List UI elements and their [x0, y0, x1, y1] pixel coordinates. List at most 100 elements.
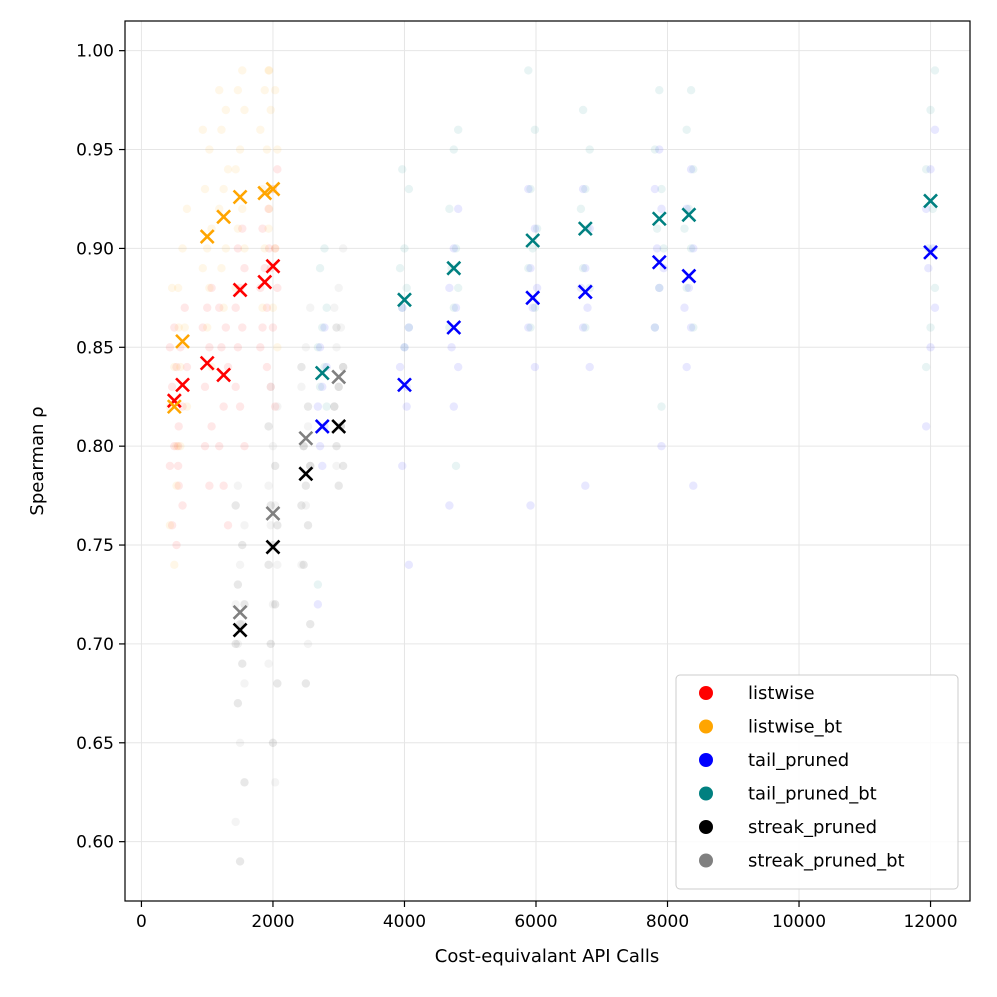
listwise_bt-sample-point: [217, 125, 226, 134]
y-tick-label: 0.85: [76, 338, 114, 358]
tail_pruned-sample-point: [313, 600, 323, 609]
tail_pruned-sample-point: [398, 461, 407, 471]
tail_pruned_bt-sample-point: [652, 224, 662, 233]
streak_pruned-legend-label: streak_pruned: [748, 817, 877, 838]
legend-box: [675, 674, 959, 890]
tail_pruned-sample-point: [652, 244, 662, 253]
tail_pruned-sample-point: [445, 283, 454, 293]
streak_pruned_bt-sample-point: [336, 323, 346, 332]
listwise_bt-sample-point: [182, 204, 192, 214]
listwise_bt-sample-point: [170, 362, 179, 372]
tail_pruned_bt-sample-point: [655, 283, 664, 293]
tail_pruned_bt-sample-point: [585, 145, 594, 154]
streak_pruned-sample-point: [299, 560, 308, 570]
tail_pruned-sample-point: [453, 204, 463, 214]
streak_pruned-sample-point: [334, 382, 343, 392]
listwise-sample-point: [240, 441, 249, 451]
tail_pruned-sample-point: [689, 481, 698, 490]
tail_pruned_bt-sample-point: [398, 165, 407, 174]
streak_pruned_bt-sample-point: [334, 283, 343, 293]
tail_pruned_bt-sample-point: [576, 204, 586, 214]
listwise-sample-point: [215, 441, 224, 451]
listwise-mean-marker: [257, 274, 273, 290]
streak_pruned_bt-sample-point: [268, 600, 278, 609]
listwise_bt-sample-point: [205, 283, 214, 293]
tail_pruned-sample-point: [926, 343, 935, 352]
streak_pruned-sample-point: [238, 659, 247, 668]
tail_pruned_bt-mean-marker: [397, 292, 412, 308]
tail_pruned_bt-sample-point: [682, 125, 691, 134]
listwise-sample-point: [270, 244, 280, 253]
listwise-sample-point: [219, 481, 228, 490]
tail_pruned-sample-point: [921, 422, 931, 431]
listwise_bt-legend-marker: [699, 719, 713, 734]
listwise-sample-point: [167, 521, 177, 530]
tail_pruned-sample-point: [449, 244, 458, 253]
listwise-mean-marker: [216, 367, 232, 383]
tail_pruned_bt-sample-point: [404, 184, 414, 194]
listwise_bt-sample-point: [182, 402, 192, 411]
tail_pruned-sample-point: [404, 323, 414, 332]
tail_pruned_bt-sample-point: [926, 323, 935, 332]
listwise-sample-point: [200, 382, 210, 392]
tail_pruned_bt-sample-point: [400, 343, 409, 352]
tail_pruned-mean-marker: [525, 290, 541, 306]
streak_pruned-sample-point: [231, 639, 240, 649]
streak_pruned-sample-point: [297, 362, 306, 372]
listwise-sample-point: [266, 382, 275, 392]
tail_pruned_bt-sample-point: [921, 165, 931, 174]
listwise-sample-point: [264, 244, 274, 253]
tail_pruned_bt-sample-point: [526, 184, 535, 194]
x-axis-label: Cost-equivalant API Calls: [435, 946, 660, 967]
listwise_bt-mean-marker: [265, 181, 281, 197]
streak_pruned-sample-point: [231, 501, 240, 510]
listwise_bt-sample-point: [240, 244, 249, 253]
tail_pruned-sample-point: [924, 263, 933, 273]
tail_pruned-sample-point: [524, 184, 533, 194]
listwise-sample-point: [223, 521, 233, 530]
streak_pruned-sample-point: [338, 461, 348, 471]
listwise-sample-point: [205, 481, 214, 490]
tail_pruned-sample-point: [583, 303, 592, 312]
tail_pruned_bt-sample-point: [313, 343, 323, 352]
tail_pruned-sample-point: [449, 402, 458, 411]
tail_pruned-sample-point: [530, 224, 540, 233]
listwise-sample-point: [172, 362, 181, 372]
listwise_bt-sample-point: [165, 521, 175, 530]
tail_pruned-sample-point: [650, 184, 660, 194]
streak_pruned-sample-point: [303, 402, 313, 411]
streak_pruned_bt-sample-point: [306, 303, 315, 312]
streak_pruned_bt-sample-point: [297, 382, 306, 392]
streak_pruned_bt-sample-point: [273, 560, 282, 570]
listwise_bt-sample-point: [219, 303, 228, 312]
listwise-sample-point: [207, 422, 216, 431]
tail_pruned-sample-point: [524, 323, 533, 332]
listwise-sample-point: [235, 402, 245, 411]
mean-markers: [166, 181, 938, 638]
streak_pruned_bt-sample-point: [330, 402, 339, 411]
tail_pruned-sample-point: [320, 323, 329, 332]
listwise_bt-sample-point: [262, 145, 272, 154]
listwise_bt-sample-point: [260, 244, 269, 253]
listwise-sample-point: [174, 481, 183, 490]
streak_pruned-mean-marker: [331, 418, 347, 434]
listwise-sample-point: [262, 303, 272, 312]
streak_pruned-sample-point: [273, 521, 282, 530]
listwise_bt-sample-point: [256, 125, 265, 134]
tail_pruned_bt-sample-point: [449, 145, 458, 154]
listwise_bt-mean-marker: [166, 399, 182, 415]
listwise-sample-point: [238, 224, 247, 233]
tail_pruned-sample-point: [657, 441, 666, 451]
streak_pruned_bt-sample-point: [264, 659, 273, 668]
listwise-mean-marker: [265, 258, 281, 274]
listwise-sample-point: [260, 263, 269, 273]
listwise-sample-point: [273, 283, 282, 293]
listwise-sample-point: [233, 244, 243, 253]
listwise_bt-sample-point: [205, 145, 214, 154]
listwise_bt-sample-point: [238, 204, 247, 214]
streak_pruned-sample-point: [268, 738, 278, 747]
tail_pruned_bt-sample-point: [689, 165, 698, 174]
y-tick-label: 0.90: [76, 239, 114, 259]
tail_pruned_bt-mean-marker: [446, 260, 462, 276]
